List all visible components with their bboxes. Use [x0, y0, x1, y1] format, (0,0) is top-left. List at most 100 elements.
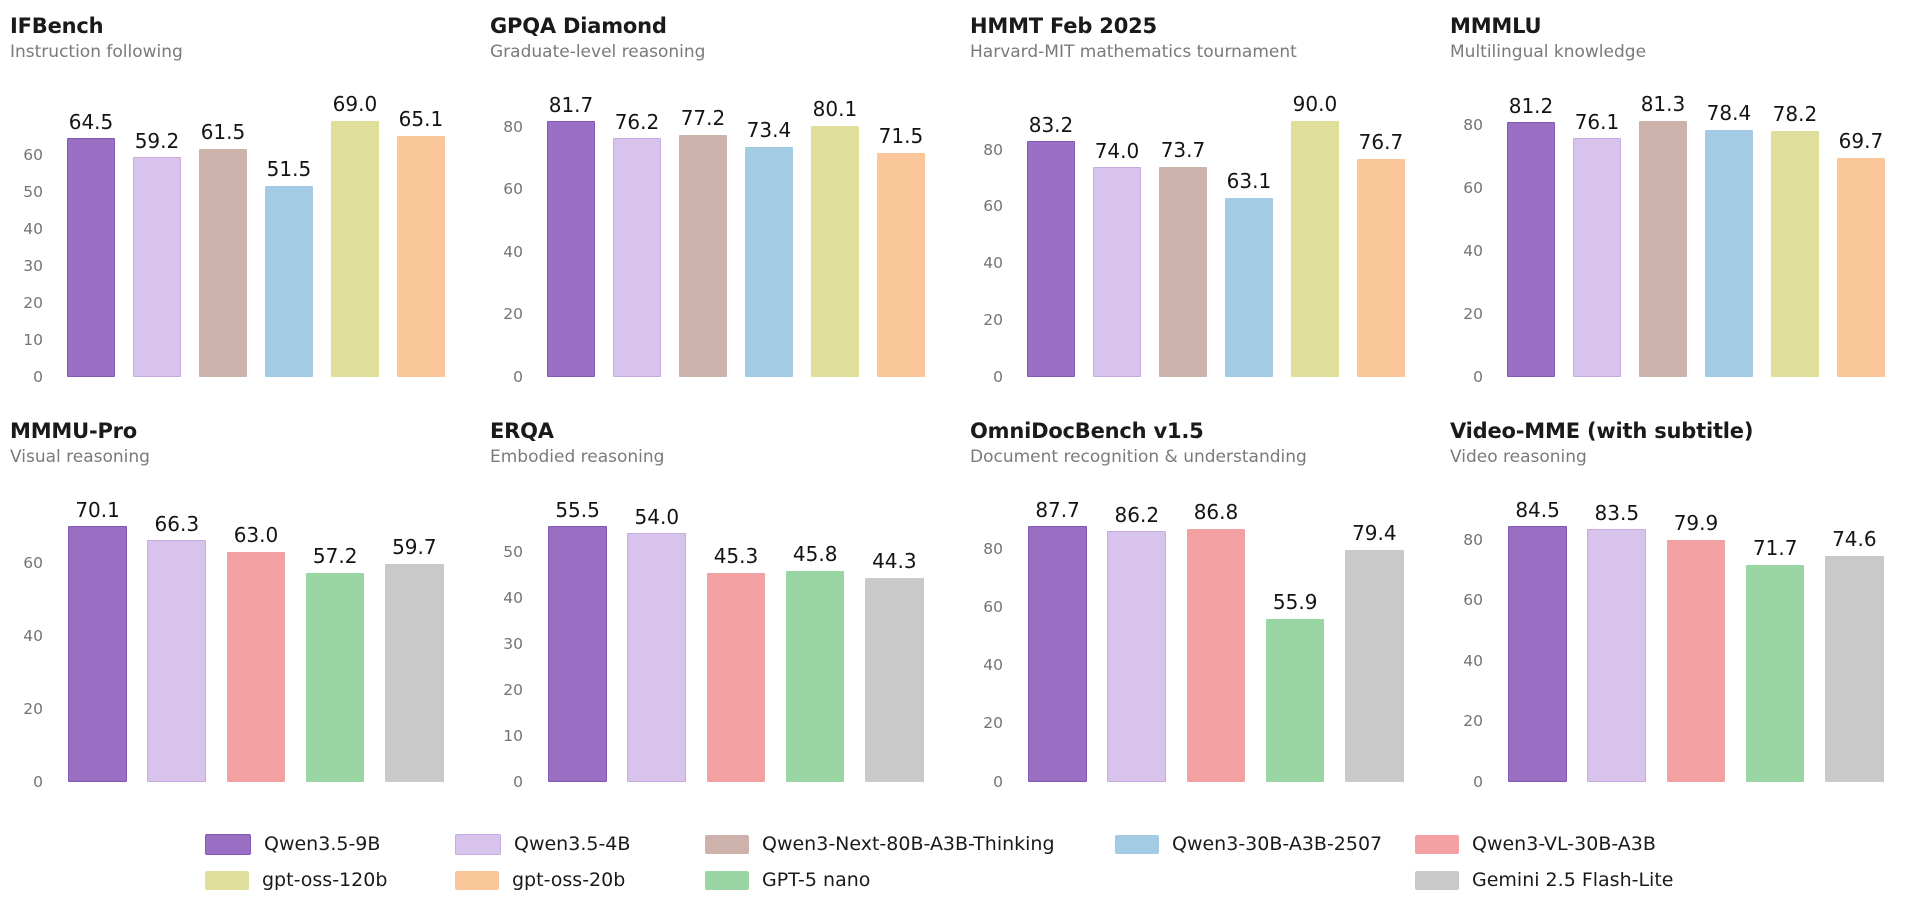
legend-item[interactable]: gpt-oss-20b — [455, 869, 705, 891]
bar[interactable]: 74.6 — [1825, 527, 1884, 782]
y-axis-tick-label: 80 — [983, 539, 1003, 558]
legend-item[interactable]: Qwen3-Next-80B-A3B-Thinking — [705, 833, 1115, 855]
bar[interactable]: 55.5 — [548, 498, 607, 782]
bar[interactable]: 81.2 — [1506, 94, 1556, 377]
bar[interactable]: 65.1 — [396, 107, 446, 377]
bar-value-label: 71.5 — [878, 124, 924, 149]
plot-area: 0 20 40 60 80 81.2 76.1 81.3 78.4 78.2 69.7 — [1450, 77, 1898, 386]
bar-slot: 87.7 — [1018, 482, 1097, 782]
bar[interactable]: 83.5 — [1587, 501, 1647, 782]
legend-item[interactable]: GPT-5 nano — [705, 869, 1115, 891]
y-axis-tick-label: 60 — [503, 180, 523, 199]
bar[interactable]: 55.9 — [1265, 590, 1325, 782]
panel-subtitle: Graduate-level reasoning — [490, 42, 706, 63]
bar[interactable]: 87.7 — [1028, 498, 1087, 782]
bar[interactable]: 78.4 — [1704, 101, 1754, 377]
legend-label: gpt-oss-120b — [262, 869, 388, 891]
panel-subtitle: Video reasoning — [1450, 447, 1587, 468]
bar[interactable]: 44.3 — [865, 549, 924, 782]
legend-label: GPT-5 nano — [762, 869, 871, 891]
chart-panel-gpqa-diamond: GPQA Diamond Graduate-level reasoning 0 2… — [480, 0, 960, 405]
bar[interactable]: 77.2 — [678, 106, 728, 377]
bar[interactable]: 86.2 — [1107, 503, 1167, 782]
bar-value-label: 81.3 — [1640, 92, 1686, 117]
y-axis-tick-label: 80 — [1463, 530, 1483, 549]
bar-group: 81.2 76.1 81.3 78.4 78.2 69.7 — [1498, 77, 1894, 377]
y-axis-tick-label: 40 — [23, 626, 43, 645]
legend-item[interactable]: Qwen3-30B-A3B-2507 — [1115, 833, 1415, 855]
bar[interactable]: 69.7 — [1836, 129, 1886, 377]
legend-items: Qwen3.5-9B Qwen3.5-4B Qwen3-Next-80B-A3B-T… — [205, 826, 1715, 898]
bar[interactable]: 79.9 — [1666, 511, 1726, 782]
bar-slot: 44.3 — [855, 482, 934, 782]
bar[interactable]: 80.1 — [810, 97, 860, 377]
bar-value-label: 45.8 — [792, 541, 838, 566]
legend-item[interactable]: Qwen3.5-4B — [455, 833, 705, 855]
bar-group: 70.1 66.3 63.0 57.2 59.7 — [58, 482, 454, 782]
bar-value-label: 71.7 — [1752, 535, 1798, 560]
bar[interactable]: 73.4 — [744, 118, 794, 377]
bar-value-label: 65.1 — [398, 106, 444, 131]
chart-panel-ifbench: IFBench Instruction following 0 10 20 30 40 5… — [0, 0, 480, 405]
bar[interactable]: 70.1 — [68, 498, 127, 782]
bar-slot: 54.0 — [617, 482, 696, 782]
legend-color-swatch — [455, 870, 499, 890]
bar[interactable]: 79.4 — [1345, 521, 1404, 782]
bar-value-label: 44.3 — [872, 548, 917, 573]
y-axis-tick-label: 0 — [33, 772, 43, 791]
bar[interactable]: 76.7 — [1356, 130, 1406, 377]
bar[interactable]: 71.5 — [876, 124, 926, 377]
bar[interactable]: 59.2 — [132, 129, 182, 377]
legend-item[interactable]: gpt-oss-120b — [205, 869, 455, 891]
bar[interactable]: 69.0 — [330, 92, 380, 377]
bar[interactable]: 86.8 — [1186, 500, 1246, 782]
bar[interactable]: 71.7 — [1745, 536, 1805, 782]
bar[interactable]: 83.2 — [1026, 113, 1076, 377]
bar-value-label: 73.4 — [746, 118, 792, 143]
bar-value-label: 78.4 — [1706, 101, 1752, 126]
bar-value-label: 55.5 — [555, 498, 600, 523]
y-axis-tick-label: 0 — [993, 772, 1003, 791]
plot-area: 0 20 40 60 70.1 66.3 63.0 57.2 59.7 — [10, 482, 458, 791]
bar[interactable]: 74.0 — [1092, 139, 1142, 377]
legend-label: Qwen3.5-4B — [514, 833, 631, 855]
y-axis-tick-label: 20 — [503, 305, 523, 324]
bar[interactable]: 78.2 — [1770, 102, 1820, 377]
legend-label: gpt-oss-20b — [512, 869, 626, 891]
bar[interactable]: 81.7 — [546, 93, 596, 377]
bar-value-label: 59.2 — [134, 129, 180, 154]
y-axis-tick-label: 20 — [23, 293, 43, 312]
y-axis-tick-label: 10 — [23, 330, 43, 349]
panel-title: MMMLU — [1450, 14, 1542, 38]
bar[interactable]: 90.0 — [1290, 92, 1340, 377]
bar[interactable]: 45.3 — [706, 544, 766, 782]
bar[interactable]: 63.0 — [226, 523, 286, 782]
bar[interactable]: 59.7 — [385, 535, 444, 782]
bar-slot: 78.2 — [1762, 77, 1828, 377]
bar[interactable]: 45.8 — [785, 542, 845, 782]
bar[interactable]: 63.1 — [1224, 169, 1274, 377]
bar-group: 84.5 83.5 79.9 71.7 74.6 — [1498, 482, 1894, 782]
y-axis-tick-label: 60 — [1463, 179, 1483, 198]
bar-group: 87.7 86.2 86.8 55.9 79.4 — [1018, 482, 1414, 782]
bar[interactable]: 81.3 — [1638, 92, 1688, 377]
bar[interactable]: 51.5 — [264, 157, 314, 377]
y-axis-tick-label: 0 — [1473, 367, 1483, 386]
panel-subtitle: Embodied reasoning — [490, 447, 665, 468]
plot-area: 0 20 40 60 80 81.7 76.2 77.2 73.4 80.1 71.5 — [490, 77, 938, 386]
bar[interactable]: 73.7 — [1158, 138, 1208, 377]
y-axis-tick-label: 0 — [1473, 772, 1483, 791]
legend-item[interactable]: Qwen3.5-9B — [205, 833, 455, 855]
chart-panel-mmmu-pro: MMMU-Pro Visual reasoning 0 20 40 60 70.1 66… — [0, 405, 480, 810]
legend-item[interactable]: Gemini 2.5 Flash-Lite — [1415, 869, 1715, 891]
bar[interactable]: 84.5 — [1508, 498, 1567, 782]
bar[interactable]: 76.2 — [612, 110, 662, 377]
bar[interactable]: 76.1 — [1572, 110, 1622, 377]
legend-item[interactable]: Qwen3-VL-30B-A3B — [1415, 833, 1715, 855]
bar[interactable]: 54.0 — [627, 505, 687, 782]
bar[interactable]: 66.3 — [147, 512, 207, 782]
bar[interactable]: 61.5 — [198, 120, 248, 377]
bar[interactable]: 57.2 — [305, 544, 365, 782]
bar[interactable]: 64.5 — [66, 110, 116, 377]
